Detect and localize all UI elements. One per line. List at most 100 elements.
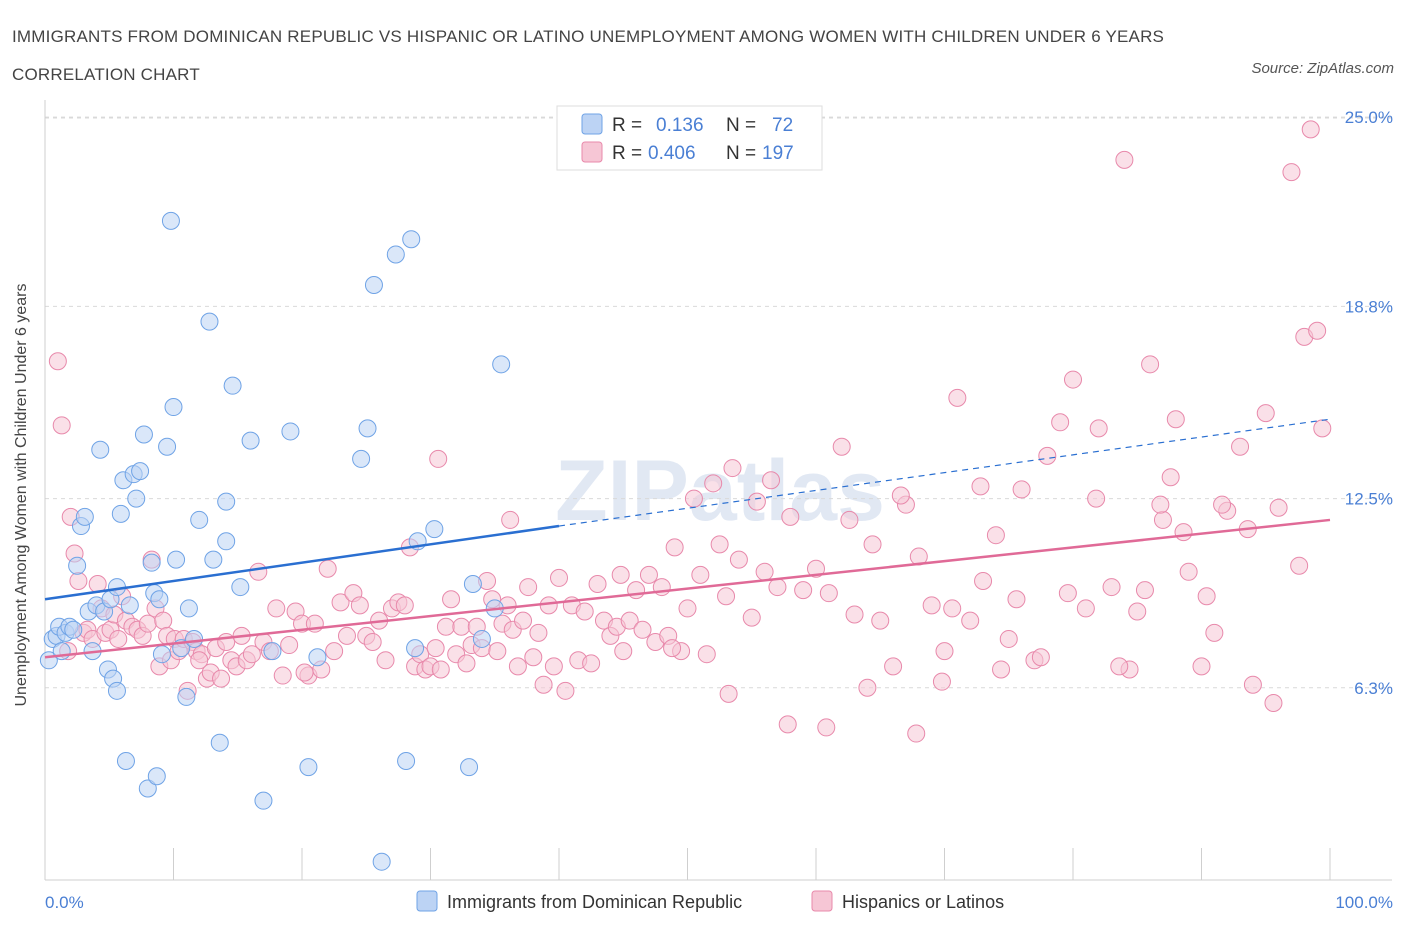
series-hispanics-points [48,120,1332,743]
legend-r-label: R = [612,115,642,136]
data-point-hispanics [1264,694,1283,713]
data-point-hispanics [249,562,268,581]
data-point-hispanics [280,636,299,655]
y-tick-label: 25.0% [1345,108,1393,127]
data-point-hispanics [697,645,716,664]
data-point-hispanics [710,535,729,554]
data-point-dominican [190,510,209,529]
y-tick-label: 6.3% [1354,679,1393,698]
data-point-hispanics [442,590,461,609]
data-point-hispanics [755,562,774,581]
data-point-hispanics [717,587,736,606]
data-point-hispanics [1064,370,1082,389]
data-point-hispanics [665,538,684,557]
data-point-dominican [281,422,300,441]
data-point-hispanics [1243,675,1262,694]
data-point-hispanics [1166,410,1185,429]
data-point-dominican [210,733,229,752]
data-point-hispanics [431,660,450,679]
data-point-dominican [372,852,391,871]
data-point-hispanics [539,596,558,615]
trend-lines [44,418,1331,659]
y-tick-label: 12.5% [1345,490,1393,509]
data-point-dominican [75,507,94,526]
data-point-dominican [91,440,110,459]
y-tick-label: 18.8% [1345,297,1393,316]
data-point-hispanics [1102,578,1121,597]
data-point-dominican [68,556,87,575]
legend-swatch-blue [581,113,603,135]
data-point-hispanics [295,663,314,682]
data-point-dominican [308,648,327,667]
data-point-dominican [164,398,183,417]
data-point-dominican [64,620,83,639]
data-point-dominican [358,419,377,438]
data-point-dominican [177,687,196,706]
tick-labels: 6.3% 12.5% 18.8% 25.0% 0.0% 100.0% [45,108,1393,912]
data-point-hispanics [1012,480,1031,499]
data-point-dominican [352,449,371,468]
data-point-hispanics [267,599,286,618]
legend-r-value: 0.136 [656,115,704,136]
data-point-hispanics [544,657,563,676]
data-point-hispanics [840,510,859,529]
data-point-hispanics [639,565,658,584]
data-point-hispanics [1128,602,1147,621]
data-point-hispanics [691,565,710,584]
data-point-hispanics [190,651,209,670]
data-point-dominican [263,642,282,661]
data-point-hispanics [1213,495,1232,514]
data-point-dominican [425,520,444,539]
data-point-hispanics [69,571,88,590]
data-point-hispanics [350,596,369,615]
data-point-hispanics [514,611,533,630]
data-point-hispanics [663,639,682,658]
data-point-hispanics [1174,523,1193,542]
trend-line-dominican-extension [558,418,1331,527]
data-point-hispanics [781,507,800,526]
data-point-dominican [152,645,171,664]
chart-title: IMMIGRANTS FROM DOMINICAN REPUBLIC VS HI… [12,27,1165,84]
trend-line-hispanics [44,518,1331,659]
data-point-hispanics [884,657,903,676]
data-point-dominican [223,376,242,395]
data-point-dominican [200,312,219,331]
data-point-hispanics [992,660,1011,679]
data-point-dominican [217,492,236,511]
data-point-dominican [402,230,421,249]
data-point-dominican [463,575,482,594]
data-point-dominican [254,791,273,810]
data-point-hispanics [1058,584,1077,603]
data-point-hispanics [1141,355,1160,374]
data-point-hispanics [1256,404,1275,423]
data-point-hispanics [508,657,527,676]
data-point-hispanics [863,535,882,554]
data-point-hispanics [1153,510,1172,529]
data-point-dominican [241,431,260,450]
axes [44,100,1392,881]
bottom-legend: Immigrants from Dominican Republic Hispa… [416,890,1004,912]
data-point-hispanics [817,718,836,737]
data-point-dominican [397,751,416,770]
data-point-hispanics [891,486,910,505]
data-point-hispanics [627,581,646,600]
data-point-dominican [150,590,169,609]
data-point-hispanics [1313,419,1332,438]
legend-n-label: N = [726,143,756,164]
x-tick-label: 100.0% [1335,893,1393,912]
data-point-hispanics [1089,419,1108,438]
data-point-hispanics [614,642,633,661]
data-point-dominican [131,462,150,481]
data-point-dominican [231,578,250,597]
legend-n-label: N = [726,115,756,136]
data-point-hispanics [922,596,941,615]
data-point-dominican [386,245,405,264]
data-point-hispanics [794,581,813,600]
data-point-hispanics [524,648,543,667]
data-point-dominican [161,211,180,230]
data-point-hispanics [611,565,630,584]
data-point-hispanics [819,584,838,603]
data-point-hispanics [325,642,344,661]
data-point-hispanics [971,477,990,496]
data-point-hispanics [1038,446,1057,465]
